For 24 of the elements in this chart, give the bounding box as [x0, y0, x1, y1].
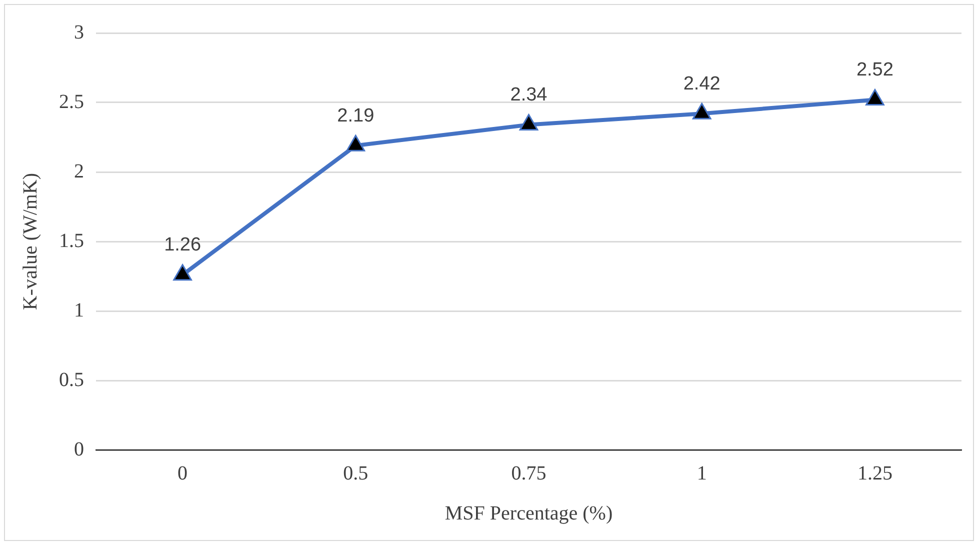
point [519, 114, 538, 130]
data-label: 2.42 [683, 73, 720, 94]
x-axis-title: MSF Percentage (%) [444, 502, 613, 524]
data-label: 2.34 [510, 84, 548, 106]
x-tick-label: 1.25 [857, 462, 892, 484]
y-tick-label: 1 [74, 299, 84, 322]
y-tick-label: 2.5 [59, 90, 84, 113]
y-tick-label: 0.5 [59, 368, 84, 391]
x-tick-label: 0.75 [511, 462, 546, 484]
y-tick-label: 3 [74, 21, 84, 44]
data-label: 1.26 [164, 234, 202, 256]
y-tick-label: 2 [74, 160, 84, 182]
point [866, 88, 884, 106]
data-label: 2.19 [337, 105, 374, 126]
point [692, 102, 712, 120]
x-tick-label: 0 [178, 462, 188, 484]
data-label: 2.52 [856, 59, 894, 80]
y-tick-label: 0 [74, 438, 84, 460]
x-tick-label: 0.5 [343, 462, 368, 484]
y-axis-title: K-value (W/mK) [19, 172, 42, 310]
y-tick-label: 1.5 [59, 230, 84, 252]
point [346, 134, 366, 152]
point [173, 264, 192, 281]
x-tick-label: 1 [696, 462, 707, 484]
